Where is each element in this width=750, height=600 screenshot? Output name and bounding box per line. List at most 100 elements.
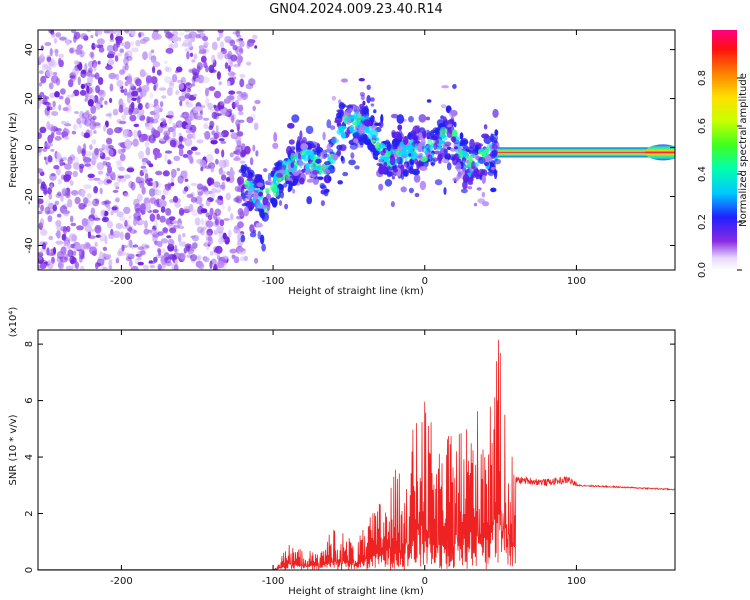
signal-blob: [293, 165, 298, 171]
signal-blob: [434, 179, 443, 186]
noise-blob: [186, 133, 194, 139]
signal-blob: [487, 170, 495, 177]
noise-blob: [53, 246, 56, 255]
noise-blob: [75, 49, 81, 55]
noise-blob: [230, 129, 234, 133]
noise-blob: [105, 113, 112, 117]
noise-blob: [211, 41, 218, 51]
noise-blob: [94, 72, 100, 80]
noise-blob: [239, 40, 245, 48]
signal-blob: [320, 184, 327, 189]
noise-blob: [180, 76, 187, 85]
noise-blob: [38, 256, 43, 261]
signal-blob: [316, 176, 324, 180]
noise-blob: [66, 225, 71, 233]
noise-blob: [213, 90, 222, 99]
noise-blob: [190, 182, 198, 186]
noise-blob: [54, 200, 60, 206]
noise-blob: [101, 144, 106, 151]
noise-blob: [95, 30, 99, 34]
noise-blob: [98, 30, 103, 36]
signal-blob: [340, 132, 346, 139]
noise-blob: [108, 265, 113, 270]
noise-blob: [215, 216, 221, 222]
noise-blob: [217, 51, 224, 60]
noise-blob: [169, 139, 177, 148]
noise-blob: [57, 262, 63, 269]
signal-blob: [477, 198, 486, 204]
noise-blob: [116, 30, 122, 33]
noise-blob: [229, 248, 237, 254]
noise-blob: [86, 30, 92, 33]
noise-blob: [107, 59, 115, 66]
noise-blob: [171, 74, 178, 83]
noise-blob: [79, 163, 85, 169]
noise-blob: [148, 188, 156, 197]
noise-blob: [50, 173, 56, 177]
noise-blob: [90, 156, 97, 166]
noise-blob: [203, 186, 208, 193]
signal-blob: [300, 154, 306, 160]
signal-blob: [364, 139, 371, 145]
signal-blob: [336, 109, 344, 113]
noise-blob: [98, 46, 105, 53]
noise-blob: [93, 62, 97, 72]
noise-blob: [145, 75, 153, 84]
noise-blob: [121, 114, 126, 121]
noise-blob: [95, 85, 101, 94]
noise-blob: [141, 186, 146, 195]
noise-blob: [149, 264, 156, 269]
signal-blob: [357, 113, 362, 123]
signal-blob: [414, 158, 419, 165]
noise-blob: [83, 157, 91, 163]
signal-blob: [374, 122, 382, 127]
noise-blob: [186, 193, 194, 198]
noise-blob: [237, 104, 244, 112]
noise-blob: [141, 157, 149, 163]
signal-blob: [419, 180, 427, 191]
signal-blob: [329, 125, 336, 130]
noise-blob: [239, 160, 246, 164]
signal-blob: [462, 173, 470, 184]
noise-blob: [77, 76, 82, 86]
signal-blob: [292, 170, 300, 176]
noise-blob: [173, 155, 181, 161]
noise-blob: [67, 198, 73, 208]
noise-blob: [72, 170, 78, 178]
signal-blob: [427, 154, 433, 162]
noise-blob: [205, 153, 214, 163]
signal-blob: [243, 206, 249, 217]
noise-blob: [148, 260, 153, 264]
noise-blob: [50, 148, 55, 152]
noise-blob: [235, 38, 242, 43]
colorbar-tick-label: 0.8: [697, 70, 708, 86]
noise-blob: [228, 229, 232, 238]
noise-blob: [150, 49, 155, 54]
y-tick-label: 40: [24, 43, 35, 56]
noise-blob: [106, 53, 115, 59]
signal-blob: [346, 105, 353, 109]
noise-blob: [254, 257, 259, 264]
signal-blob: [358, 126, 364, 134]
signal-blob: [426, 99, 432, 103]
noise-blob: [192, 234, 199, 242]
noise-blob: [51, 32, 56, 38]
noise-blob: [58, 95, 64, 100]
signal-blob: [247, 190, 251, 200]
noise-blob: [206, 228, 213, 236]
noise-blob: [116, 35, 120, 45]
noise-blob: [137, 103, 143, 110]
signal-blob: [261, 243, 266, 252]
noise-blob: [205, 97, 210, 106]
signal-blob: [341, 156, 346, 164]
noise-blob: [115, 73, 120, 81]
noise-blob: [192, 131, 196, 140]
noise-blob: [122, 225, 130, 230]
x-tick-label: -100: [262, 576, 285, 587]
noise-blob: [152, 181, 157, 189]
noise-blob: [71, 30, 76, 34]
signal-blob: [348, 159, 356, 166]
noise-blob: [112, 108, 119, 116]
noise-blob: [221, 181, 226, 191]
noise-blob: [173, 224, 181, 229]
